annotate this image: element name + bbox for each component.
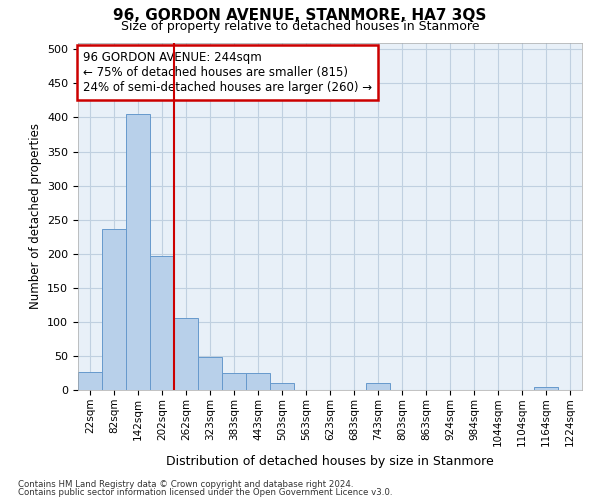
- Bar: [534, 386, 558, 390]
- Bar: [198, 358, 222, 390]
- Bar: [246, 373, 270, 390]
- Bar: [150, 256, 174, 390]
- Text: 96 GORDON AVENUE: 244sqm
← 75% of detached houses are smaller (815)
24% of semi-: 96 GORDON AVENUE: 244sqm ← 75% of detach…: [83, 51, 372, 94]
- Bar: [174, 318, 198, 390]
- Bar: [270, 383, 294, 390]
- Text: Size of property relative to detached houses in Stanmore: Size of property relative to detached ho…: [121, 20, 479, 33]
- Y-axis label: Number of detached properties: Number of detached properties: [29, 123, 41, 309]
- Text: 96, GORDON AVENUE, STANMORE, HA7 3QS: 96, GORDON AVENUE, STANMORE, HA7 3QS: [113, 8, 487, 22]
- Bar: [102, 228, 126, 390]
- Bar: [78, 372, 102, 390]
- X-axis label: Distribution of detached houses by size in Stanmore: Distribution of detached houses by size …: [166, 454, 494, 468]
- Bar: [126, 114, 150, 390]
- Bar: [222, 373, 246, 390]
- Text: Contains HM Land Registry data © Crown copyright and database right 2024.: Contains HM Land Registry data © Crown c…: [18, 480, 353, 489]
- Text: Contains public sector information licensed under the Open Government Licence v3: Contains public sector information licen…: [18, 488, 392, 497]
- Bar: [366, 383, 390, 390]
